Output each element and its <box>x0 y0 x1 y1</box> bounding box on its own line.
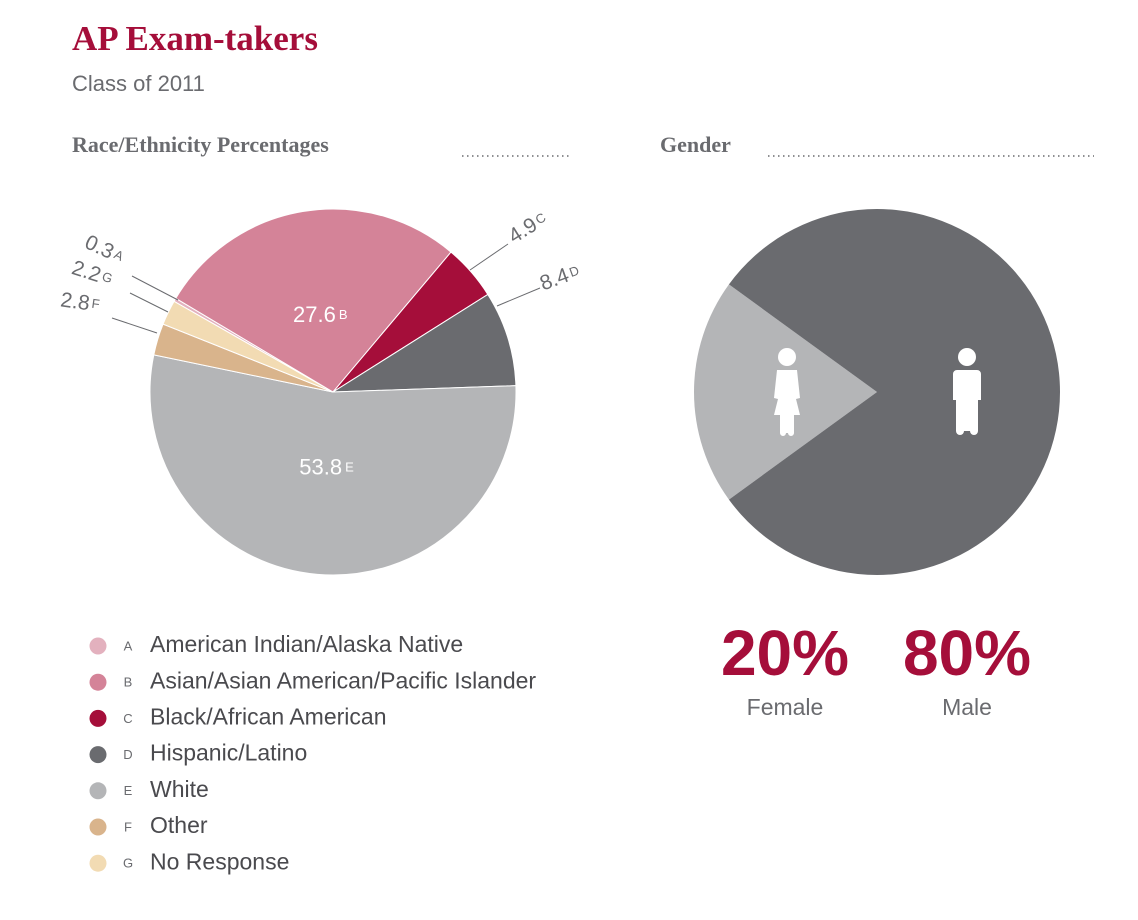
female-icon-head <box>778 348 796 366</box>
legend-label: No Response <box>150 848 289 874</box>
legend-letter: C <box>123 711 132 726</box>
legend-label: White <box>150 776 209 802</box>
male-icon-body <box>953 370 981 435</box>
legend-letter: B <box>124 675 133 690</box>
legend-swatch <box>89 854 107 872</box>
pie-slice <box>331 293 517 393</box>
legend-letter: G <box>123 856 133 871</box>
value: 2.8 <box>59 288 91 315</box>
pie-slice <box>149 354 517 576</box>
leader-line <box>469 243 509 271</box>
letter: G <box>100 269 114 286</box>
category-label: Female <box>747 694 824 720</box>
legend-label: Asian/Asian American/Pacific Islander <box>150 667 536 693</box>
data-label: 2.8F <box>59 288 101 316</box>
legend-label: Black/African American <box>150 703 386 729</box>
legend-label: Hispanic/Latino <box>150 740 307 766</box>
legend-letter: F <box>124 819 132 834</box>
page-subtitle: Class of 2011 <box>72 71 205 96</box>
legend-swatch <box>89 746 107 764</box>
data-label: 4.9C <box>504 207 551 248</box>
letter: F <box>91 296 101 312</box>
pie-slice <box>162 300 334 393</box>
data-label: 27.6 B <box>293 302 348 327</box>
legend-swatch <box>89 709 107 727</box>
legend-swatch <box>89 818 107 836</box>
female-icon-body <box>774 370 800 436</box>
legend-label: Other <box>150 812 208 838</box>
letter: B <box>339 308 348 323</box>
legend-letter: E <box>124 783 133 798</box>
leader-line <box>496 287 541 307</box>
value: 53.8 <box>299 454 342 479</box>
leader-line <box>129 292 169 313</box>
pie-slice <box>175 208 452 393</box>
leader-line <box>131 275 179 301</box>
leader-line <box>111 317 158 334</box>
value-label: 80% <box>903 617 1031 689</box>
data-label: 53.8 E <box>299 454 354 479</box>
legend-letter: D <box>123 747 132 762</box>
value: 27.6 <box>293 302 336 327</box>
letter: E <box>345 460 354 475</box>
letter: D <box>567 263 581 280</box>
legend-swatch <box>89 673 107 691</box>
pie-slice <box>728 209 1060 575</box>
value: 2.2 <box>69 256 104 287</box>
page-title: AP Exam-takers <box>72 19 318 58</box>
legend-letter: A <box>124 638 133 653</box>
legend-swatch <box>89 637 107 655</box>
data-label: 8.4D <box>537 259 583 294</box>
value-label: 20% <box>721 617 849 689</box>
legend-label: American Indian/Alaska Native <box>150 631 463 657</box>
male-icon-head <box>958 348 976 366</box>
category-label: Male <box>942 694 992 720</box>
section-title: Race/Ethnicity Percentages <box>72 132 329 157</box>
section-title: Gender <box>660 132 731 157</box>
legend-swatch <box>89 782 107 800</box>
